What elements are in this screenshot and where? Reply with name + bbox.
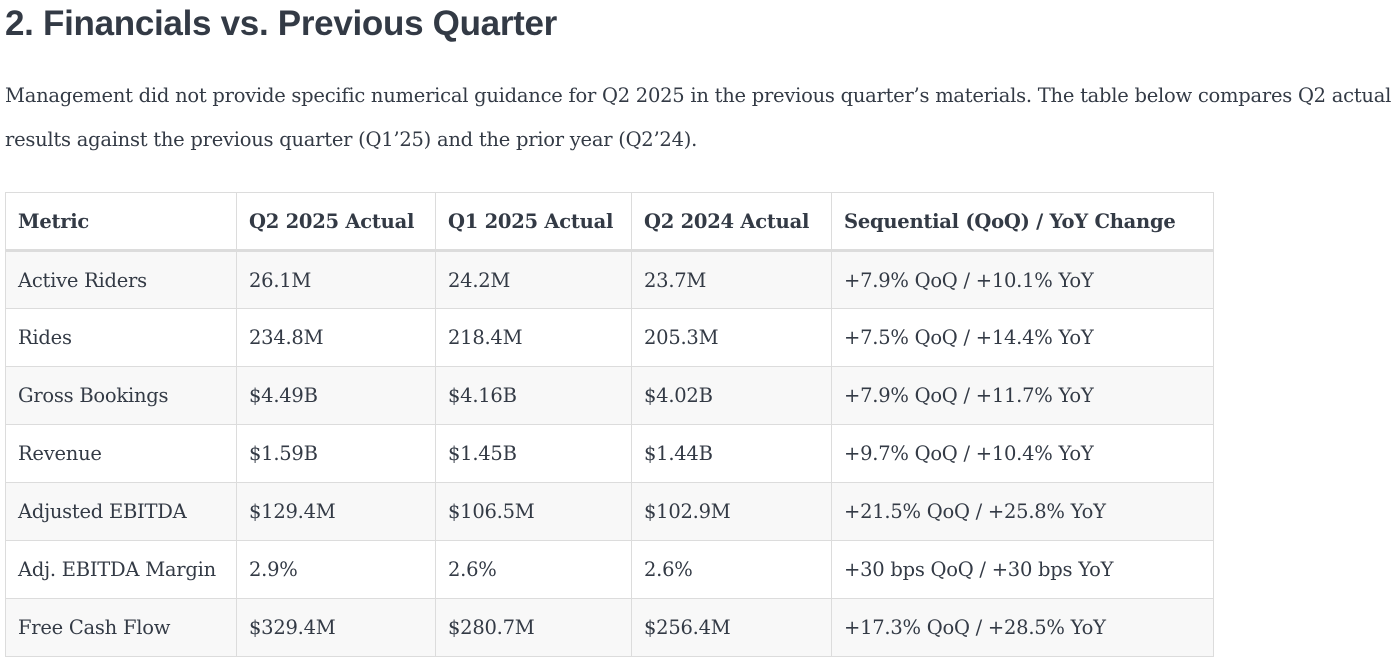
q2-2024-cell: $256.4M (631, 598, 832, 657)
metric-cell: Adjusted EBITDA (5, 482, 237, 541)
q2-2024-cell: $102.9M (631, 482, 832, 541)
change-cell: +7.9% QoQ / +10.1% YoY (831, 250, 1214, 309)
q2-2024-cell: 2.6% (631, 540, 832, 599)
q2-2025-cell: $329.4M (236, 598, 436, 657)
q2-2024-cell: 23.7M (631, 250, 832, 309)
q2-2024-cell: $1.44B (631, 424, 832, 483)
q1-2025-cell: $4.16B (435, 366, 632, 425)
table-row: Revenue $1.59B $1.45B $1.44B +9.7% QoQ /… (5, 424, 1214, 483)
metric-cell: Revenue (5, 424, 237, 483)
q1-2025-cell: $280.7M (435, 598, 632, 657)
q1-2025-cell: 218.4M (435, 308, 632, 367)
change-cell: +7.9% QoQ / +11.7% YoY (831, 366, 1214, 425)
change-cell: +7.5% QoQ / +14.4% YoY (831, 308, 1214, 367)
section-title: 2. Financials vs. Previous Quarter (5, 4, 557, 43)
change-cell: +21.5% QoQ / +25.8% YoY (831, 482, 1214, 541)
q2-2025-cell: 2.9% (236, 540, 436, 599)
q1-2025-cell: $1.45B (435, 424, 632, 483)
q2-2024-cell: $4.02B (631, 366, 832, 425)
metric-cell: Adj. EBITDA Margin (5, 540, 237, 599)
table-row: Gross Bookings $4.49B $4.16B $4.02B +7.9… (5, 366, 1214, 425)
table-row: Active Riders 26.1M 24.2M 23.7M +7.9% Qo… (5, 250, 1214, 309)
metric-cell: Gross Bookings (5, 366, 237, 425)
change-cell: +17.3% QoQ / +28.5% YoY (831, 598, 1214, 657)
q1-2025-cell: 24.2M (435, 250, 632, 309)
q1-2025-cell: $106.5M (435, 482, 632, 541)
intro-paragraph: Management did not provide specific nume… (5, 84, 1392, 151)
q2-2025-cell: $4.49B (236, 366, 436, 425)
column-header-q2-2025: Q2 2025 Actual (236, 192, 436, 252)
change-cell: +9.7% QoQ / +10.4% YoY (831, 424, 1214, 483)
column-header-q1-2025: Q1 2025 Actual (435, 192, 632, 252)
table-row: Adjusted EBITDA $129.4M $106.5M $102.9M … (5, 482, 1214, 541)
table-row: Adj. EBITDA Margin 2.9% 2.6% 2.6% +30 bp… (5, 540, 1214, 599)
column-header-change: Sequential (QoQ) / YoY Change (831, 192, 1214, 252)
q2-2025-cell: 26.1M (236, 250, 436, 309)
q2-2025-cell: $129.4M (236, 482, 436, 541)
q2-2024-cell: 205.3M (631, 308, 832, 367)
table-header-row: Metric Q2 2025 Actual Q1 2025 Actual Q2 … (5, 192, 1214, 252)
metric-cell: Active Riders (5, 250, 237, 309)
metric-cell: Free Cash Flow (5, 598, 237, 657)
q2-2025-cell: 234.8M (236, 308, 436, 367)
q1-2025-cell: 2.6% (435, 540, 632, 599)
q2-2025-cell: $1.59B (236, 424, 436, 483)
table-row: Rides 234.8M 218.4M 205.3M +7.5% QoQ / +… (5, 308, 1214, 367)
metric-cell: Rides (5, 308, 237, 367)
financials-table: Metric Q2 2025 Actual Q1 2025 Actual Q2 … (5, 192, 1214, 657)
table-row: Free Cash Flow $329.4M $280.7M $256.4M +… (5, 598, 1214, 657)
change-cell: +30 bps QoQ / +30 bps YoY (831, 540, 1214, 599)
column-header-q2-2024: Q2 2024 Actual (631, 192, 832, 252)
column-header-metric: Metric (5, 192, 237, 252)
